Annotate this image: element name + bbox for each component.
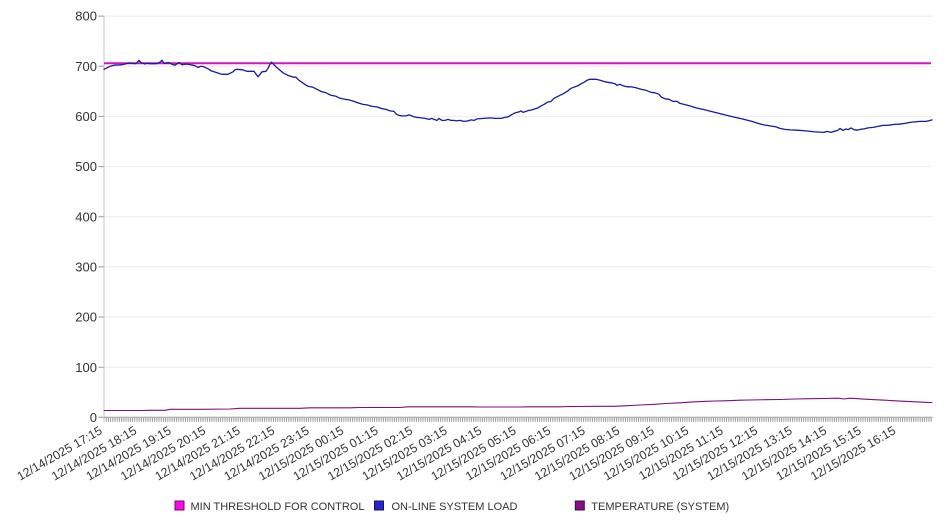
svg-text:600: 600 bbox=[75, 109, 97, 124]
svg-text:MIN THRESHOLD FOR CONTROL: MIN THRESHOLD FOR CONTROL bbox=[191, 501, 365, 513]
svg-text:500: 500 bbox=[75, 159, 97, 174]
svg-text:300: 300 bbox=[75, 260, 97, 275]
svg-text:800: 800 bbox=[75, 9, 97, 24]
svg-text:100: 100 bbox=[75, 360, 97, 375]
svg-text:200: 200 bbox=[75, 310, 97, 325]
svg-text:400: 400 bbox=[75, 209, 97, 224]
svg-text:TEMPERATURE (SYSTEM): TEMPERATURE (SYSTEM) bbox=[591, 501, 729, 513]
svg-text:700: 700 bbox=[75, 59, 97, 74]
svg-text:ON-LINE SYSTEM LOAD: ON-LINE SYSTEM LOAD bbox=[392, 501, 518, 513]
svg-text:0: 0 bbox=[90, 410, 97, 425]
